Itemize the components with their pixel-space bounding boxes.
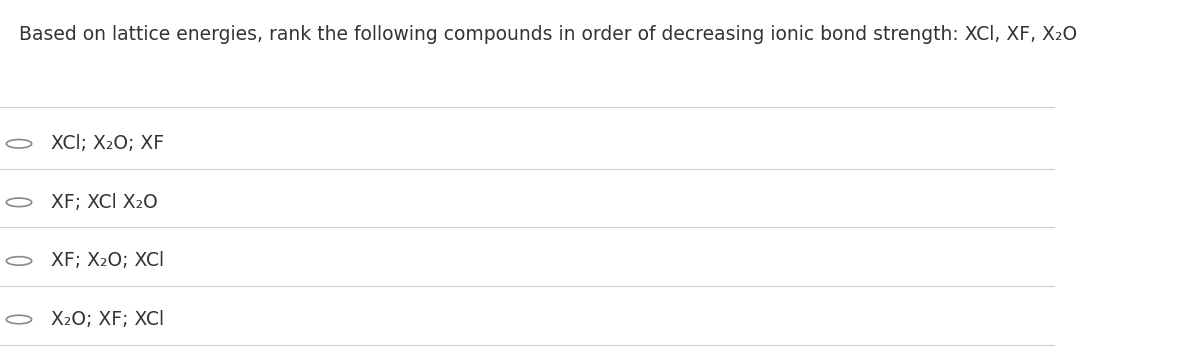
Text: XCl; X₂O; XF: XCl; X₂O; XF xyxy=(50,134,163,153)
Text: Based on lattice energies, rank the following compounds in order of decreasing i: Based on lattice energies, rank the foll… xyxy=(19,25,1078,44)
Text: XF; X₂O; XCl: XF; X₂O; XCl xyxy=(50,251,163,271)
Text: XF; XCl X₂O: XF; XCl X₂O xyxy=(50,193,157,212)
Text: X₂O; XF; XCl: X₂O; XF; XCl xyxy=(50,310,163,329)
